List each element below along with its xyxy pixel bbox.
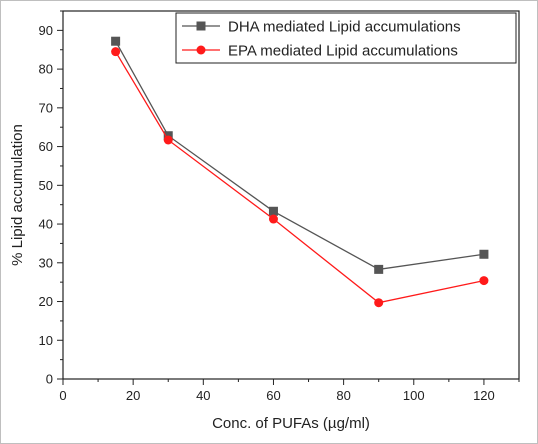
y-tick-label: 20	[39, 294, 53, 309]
legend: DHA mediated Lipid accumulations EPA medi…	[175, 12, 517, 64]
legend-item-1: DHA mediated Lipid accumulations	[182, 19, 461, 36]
data-point-circle	[479, 276, 489, 286]
x-tick-label: 60	[266, 388, 280, 403]
legend-item-2: EPA mediated Lipid accumulations	[182, 43, 458, 60]
data-point-square	[111, 36, 121, 46]
x-axis-title: Conc. of PUFAs (µg/ml)	[212, 415, 370, 432]
data-point-square	[268, 206, 278, 216]
plot-frame	[62, 10, 520, 380]
y-tick-label: 70	[39, 100, 53, 115]
data-point-circle	[374, 298, 384, 308]
x-tick-label: 0	[59, 388, 66, 403]
x-tick-label: 40	[196, 388, 210, 403]
data-point-square	[479, 249, 489, 259]
data-point-circle	[163, 135, 173, 145]
legend-label: DHA mediated Lipid accumulations	[228, 19, 461, 36]
series-1	[111, 36, 489, 274]
legend-box	[175, 12, 517, 64]
y-axis-title: % Lipid accumulation	[9, 124, 26, 266]
y-tick-label: 30	[39, 255, 53, 270]
data-point-circle	[268, 214, 278, 224]
y-tick-label: 90	[39, 23, 53, 38]
legend-marker-circle	[196, 45, 206, 55]
y-tick-label: 40	[39, 217, 53, 232]
x-tick-label: 100	[403, 388, 425, 403]
legend-label: EPA mediated Lipid accumulations	[228, 43, 458, 60]
y-tick-label: 80	[39, 62, 53, 77]
series-layer	[111, 36, 489, 308]
data-point-circle	[111, 47, 121, 57]
series-2	[111, 47, 489, 308]
axes: 0 20 40 60 80 100 120 0 10 20 30 40 50 60 70 80 90 Conc. …	[9, 10, 520, 432]
y-tick-label: 0	[46, 372, 53, 387]
series-line	[115, 51, 485, 304]
x-tick-label: 120	[473, 388, 495, 403]
x-tick-label: 20	[126, 388, 140, 403]
y-tick-label: 10	[39, 333, 53, 348]
data-point-square	[374, 264, 384, 274]
y-tick-label: 60	[39, 139, 53, 154]
y-tick-label: 50	[39, 178, 53, 193]
legend-marker-square	[196, 21, 206, 31]
x-tick-label: 80	[336, 388, 350, 403]
series-line	[115, 40, 485, 271]
